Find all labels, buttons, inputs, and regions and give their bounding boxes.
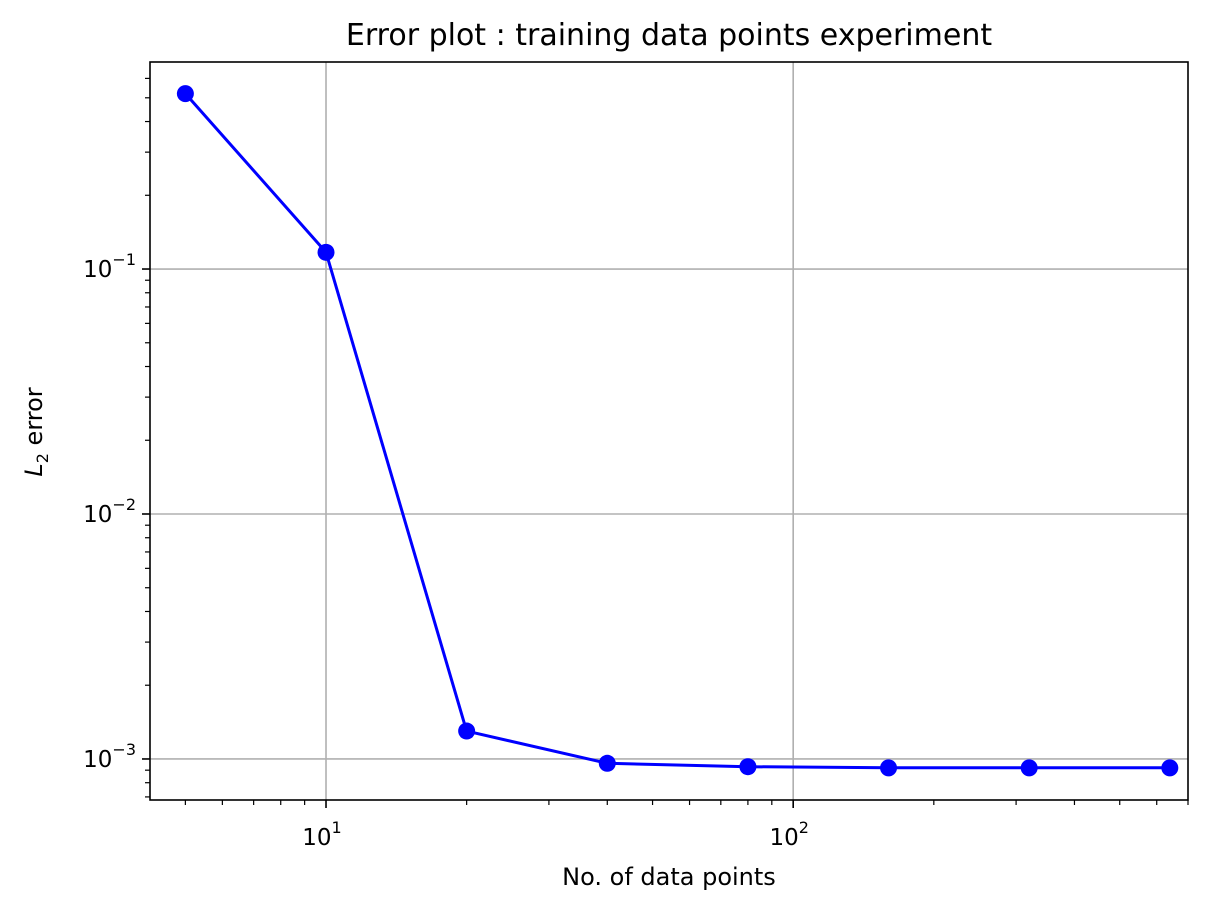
x-tick-exponent: 2	[799, 818, 809, 837]
data-point	[176, 85, 194, 103]
x-tick-label: 102	[769, 818, 808, 851]
y-axis-label-main: L	[20, 463, 48, 476]
y-axis-label-rest: error	[20, 387, 48, 453]
x-axis-label: No. of data points	[562, 863, 776, 891]
chart-title: Error plot : training data points experi…	[346, 18, 992, 53]
minor-ticks	[145, 77, 1189, 805]
y-tick-base: 10	[83, 257, 112, 283]
data-point	[1161, 759, 1179, 777]
series-line	[184, 92, 1170, 770]
data-point	[458, 722, 476, 740]
data-point	[598, 754, 616, 772]
y-tick-label: 10−1	[83, 250, 136, 283]
x-tick-exponent: 1	[332, 818, 342, 837]
x-tick-base: 10	[302, 825, 331, 851]
y-tick-exponent: −2	[112, 495, 136, 514]
y-tick-exponent: −3	[112, 740, 136, 759]
data-point	[1020, 759, 1038, 777]
x-tick-label: 101	[302, 818, 341, 851]
grid	[150, 62, 1188, 800]
series-layer	[176, 85, 1179, 777]
x-tick-base: 10	[769, 825, 798, 851]
major-ticks	[142, 268, 794, 808]
y-tick-base: 10	[83, 502, 112, 528]
data-point	[739, 758, 757, 776]
data-point	[317, 243, 335, 261]
y-tick-exponent: −1	[112, 250, 136, 269]
y-axis-label-subscript: 2	[33, 453, 52, 463]
y-axis-label: L2 error	[20, 387, 52, 476]
y-tick-label: 10−2	[83, 495, 136, 528]
data-point	[880, 759, 898, 777]
plot-frame	[149, 61, 1189, 801]
y-tick-base: 10	[83, 747, 112, 773]
y-tick-label: 10−3	[83, 740, 136, 773]
